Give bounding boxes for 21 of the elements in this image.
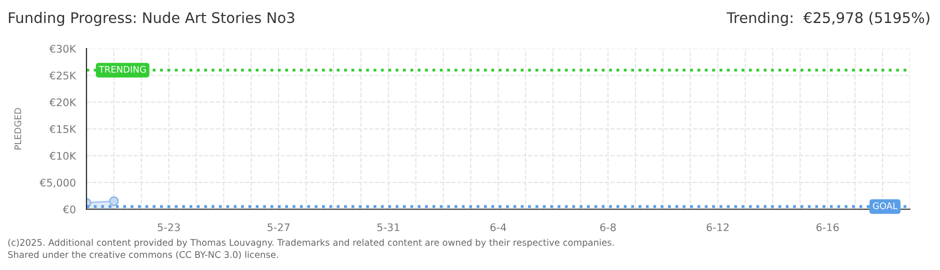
chart-title: Funding Progress: Nude Art Stories No3: [8, 12, 294, 26]
text: (c)2025. Additional content provided by Thomas Louvagny. Trademarks and related content are owned by their respective companies.: [8, 238, 614, 248]
x-tick-label: 6-16: [816, 223, 839, 232]
ref-line-label: GOAL: [872, 202, 898, 210]
y-tick-label: €10K: [49, 152, 76, 160]
y-tick-label: €20K: [49, 98, 76, 106]
y-tick-label: €0: [62, 205, 76, 214]
x-tick-label: 5-23: [158, 223, 180, 232]
ref-line-label: TRENDING: [98, 66, 146, 73]
x-tick-label: 5-31: [377, 223, 400, 232]
y-axis-title: PLEDGED: [14, 108, 22, 150]
y-tick-label: €25K: [49, 72, 76, 80]
x-tick-label: 5-27: [268, 223, 290, 232]
y-tick-label: €15K: [49, 125, 76, 134]
x-tick-label: 6-12: [706, 223, 729, 232]
x-tick-label: 6-4: [490, 223, 506, 232]
text: Trending: €25,978 (5195%): [726, 12, 930, 26]
text: Shared under the creative commons (CC BY-NC 3.0) license.: [8, 250, 278, 260]
y-tick-label: €5,000: [40, 178, 76, 188]
y-tick-label: €30K: [49, 44, 76, 53]
x-tick-label: 6-8: [600, 223, 616, 232]
